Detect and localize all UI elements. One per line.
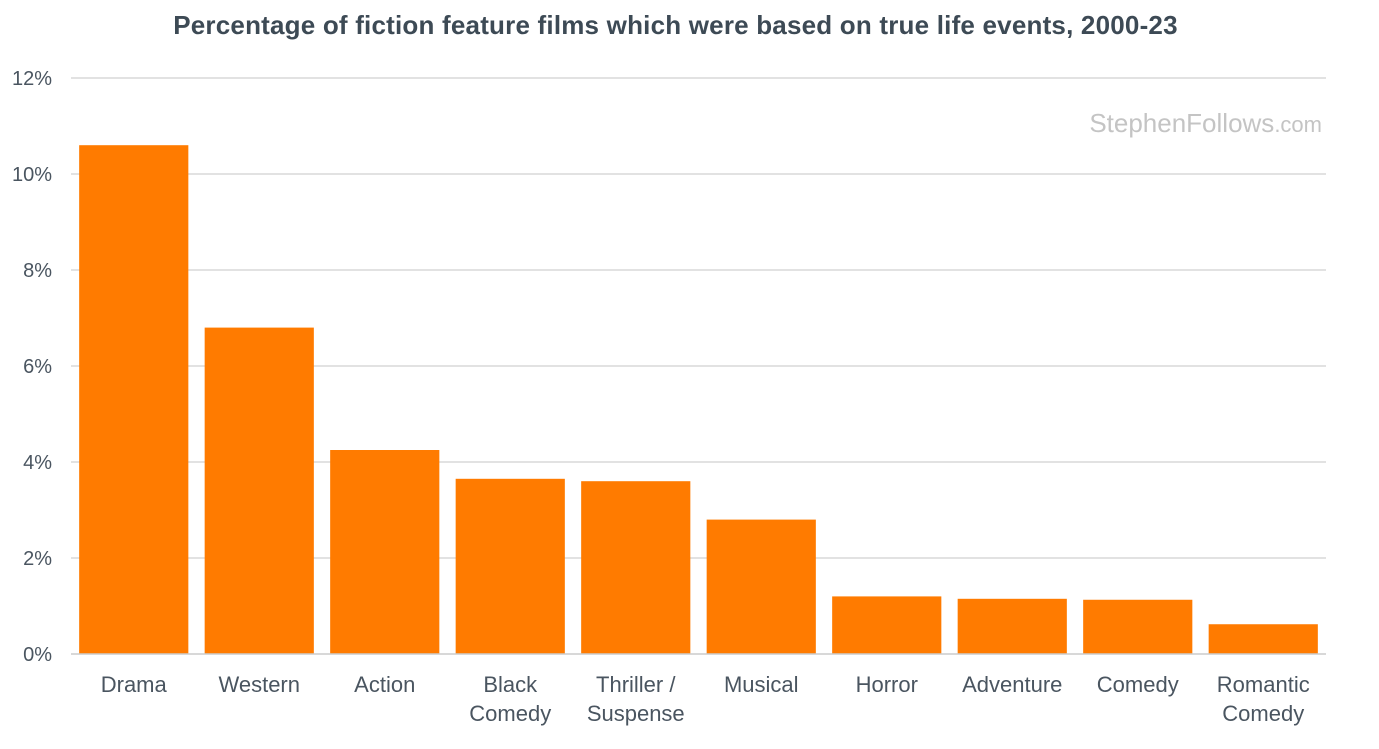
bar — [832, 596, 942, 654]
bar — [957, 598, 1067, 654]
x-category-label: Western — [218, 672, 300, 697]
bar — [581, 481, 691, 654]
x-category-label: Horror — [856, 672, 918, 697]
y-tick-label: 6% — [23, 356, 52, 378]
y-tick-label: 4% — [23, 452, 52, 474]
x-category-label: Comedy — [1097, 672, 1179, 697]
watermark-suffix: .com — [1274, 112, 1322, 137]
watermark: StephenFollows.com — [1089, 108, 1322, 138]
bar — [455, 478, 565, 654]
bar — [204, 327, 314, 654]
y-axis-tick-labels: 0% 2% 4% 6% 8% 10% 12% — [12, 68, 52, 666]
y-tick-label: 10% — [12, 164, 52, 186]
y-tick-label: 12% — [12, 68, 52, 90]
x-category-label: Romantic Comedy — [1217, 672, 1310, 726]
x-category-label: Musical — [724, 672, 799, 697]
bars — [79, 145, 1318, 654]
x-category-label: Adventure — [962, 672, 1062, 697]
bar — [1208, 624, 1318, 654]
y-tick-label: 2% — [23, 548, 52, 570]
x-category-label: Thriller / Suspense — [587, 672, 685, 726]
y-tick-label: 0% — [23, 644, 52, 666]
bar — [1083, 599, 1193, 654]
y-tick-label: 8% — [23, 260, 52, 282]
x-category-label: Drama — [101, 672, 168, 697]
x-category-label: Action — [354, 672, 415, 697]
bar — [330, 450, 440, 654]
bar — [706, 519, 816, 654]
bar — [79, 145, 189, 654]
chart-title: Percentage of fiction feature films whic… — [173, 10, 1178, 40]
x-category-label: Black Comedy — [469, 672, 551, 726]
watermark-main: StephenFollows — [1089, 108, 1274, 138]
x-axis-category-labels: Drama Western Action Black Comedy Thriller / S… — [101, 672, 1310, 726]
